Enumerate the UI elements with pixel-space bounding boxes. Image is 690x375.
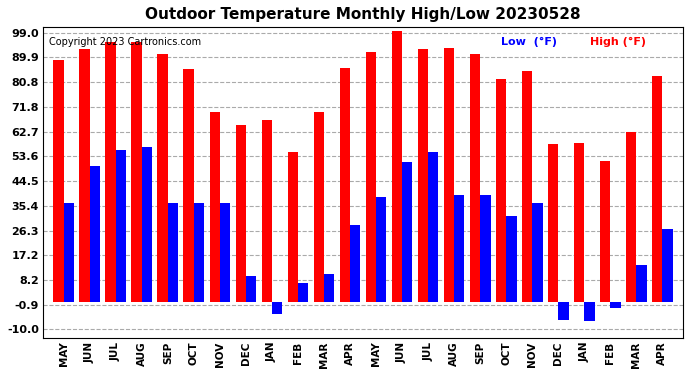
Bar (142, 147, 152, 302)
Bar (495, 79, 506, 302)
Title: Outdoor Temperature Monthly High/Low 20230528: Outdoor Temperature Monthly High/Low 202… (145, 7, 581, 22)
Bar (652, 76, 662, 302)
Bar (626, 132, 636, 302)
Bar (220, 203, 230, 302)
Bar (574, 143, 584, 302)
Bar (376, 197, 386, 302)
Bar (366, 52, 376, 302)
Bar (90, 166, 100, 302)
Bar (558, 302, 569, 320)
Bar (610, 302, 620, 307)
Bar (313, 112, 324, 302)
Bar (470, 54, 480, 302)
Bar (262, 120, 272, 302)
Bar (636, 266, 647, 302)
Bar (53, 60, 63, 302)
Bar (600, 160, 610, 302)
Bar (522, 71, 532, 302)
Bar (272, 302, 282, 314)
Bar (324, 273, 335, 302)
Bar (480, 195, 491, 302)
Bar (194, 203, 204, 302)
Bar (106, 42, 116, 302)
Bar (298, 283, 308, 302)
Bar (392, 32, 402, 302)
Bar (235, 125, 246, 302)
Text: Low  (°F): Low (°F) (501, 37, 557, 46)
Bar (584, 302, 595, 321)
Bar (79, 49, 90, 302)
Bar (132, 42, 142, 302)
Bar (454, 195, 464, 302)
Text: Copyright 2023 Cartronics.com: Copyright 2023 Cartronics.com (50, 37, 201, 46)
Bar (548, 144, 558, 302)
Bar (444, 48, 454, 302)
Bar (428, 153, 438, 302)
Bar (402, 162, 413, 302)
Bar (662, 229, 673, 302)
Bar (417, 49, 428, 302)
Bar (246, 276, 257, 302)
Bar (339, 68, 350, 302)
Bar (184, 69, 194, 302)
Bar (350, 225, 360, 302)
Bar (116, 150, 126, 302)
Bar (210, 112, 220, 302)
Text: High (°F): High (°F) (590, 37, 647, 46)
Bar (157, 54, 168, 302)
Bar (168, 203, 178, 302)
Bar (532, 203, 542, 302)
Bar (506, 216, 517, 302)
Bar (288, 153, 298, 302)
Bar (63, 203, 75, 302)
